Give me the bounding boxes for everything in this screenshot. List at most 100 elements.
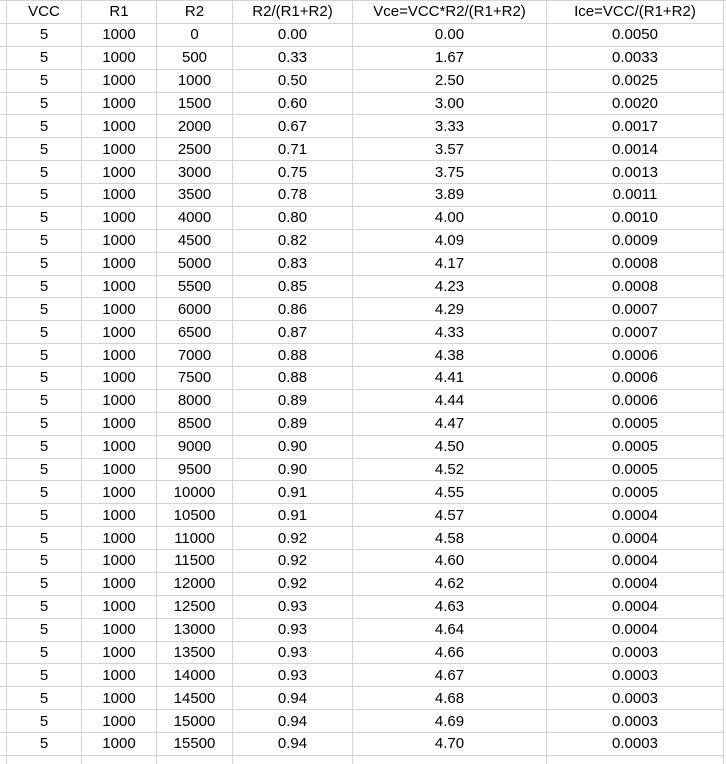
data-cell[interactable]: 0.91 xyxy=(233,481,353,505)
data-cell[interactable]: 5 xyxy=(7,229,82,253)
data-cell[interactable]: 1000 xyxy=(157,69,233,93)
data-cell[interactable]: 1000 xyxy=(82,687,157,711)
partial-cell[interactable] xyxy=(0,206,7,230)
data-cell[interactable]: 5 xyxy=(7,115,82,139)
partial-cell[interactable] xyxy=(0,755,7,764)
data-cell[interactable]: 2000 xyxy=(157,115,233,139)
data-cell[interactable]: 14500 xyxy=(157,687,233,711)
data-cell[interactable]: 5 xyxy=(7,161,82,184)
data-cell[interactable]: 0.86 xyxy=(233,298,353,322)
data-cell[interactable]: 1000 xyxy=(82,298,157,322)
data-cell[interactable]: 1000 xyxy=(82,481,157,505)
partial-cell[interactable] xyxy=(0,275,7,299)
data-cell[interactable]: 4.60 xyxy=(353,550,547,573)
data-cell[interactable]: 5 xyxy=(7,572,82,596)
data-cell[interactable]: 4.55 xyxy=(353,481,547,505)
data-cell[interactable]: 4.47 xyxy=(353,412,547,436)
data-cell[interactable]: 5 xyxy=(7,92,82,116)
data-cell[interactable]: 0.88 xyxy=(233,367,353,390)
partial-cell[interactable] xyxy=(0,138,7,162)
data-cell[interactable]: 5 xyxy=(7,23,82,47)
data-cell[interactable]: 0.94 xyxy=(233,687,353,711)
data-cell[interactable]: 1000 xyxy=(82,458,157,482)
data-cell[interactable]: 1000 xyxy=(82,92,157,116)
data-cell[interactable]: 0.88 xyxy=(233,344,353,367)
data-cell[interactable]: 5 xyxy=(7,298,82,322)
partial-cell[interactable] xyxy=(724,550,726,573)
data-cell[interactable]: 0.0014 xyxy=(547,138,724,162)
data-cell[interactable]: 0.78 xyxy=(233,184,353,207)
data-cell[interactable]: 5 xyxy=(7,710,82,733)
data-cell[interactable]: 1000 xyxy=(82,435,157,459)
data-cell[interactable]: 1000 xyxy=(82,664,157,688)
data-cell[interactable]: 7000 xyxy=(157,344,233,367)
data-cell[interactable]: 0.0003 xyxy=(547,733,724,756)
data-cell[interactable]: 4.38 xyxy=(353,344,547,367)
data-cell[interactable]: 0.0011 xyxy=(547,184,724,207)
data-cell[interactable]: 5 xyxy=(7,367,82,390)
partial-cell[interactable] xyxy=(0,710,7,733)
data-cell[interactable]: 0.0050 xyxy=(547,23,724,47)
data-cell[interactable]: 1000 xyxy=(82,321,157,345)
data-cell[interactable]: 4.29 xyxy=(353,298,547,322)
data-cell[interactable]: 0.0010 xyxy=(547,206,724,230)
data-cell[interactable]: 5 xyxy=(7,458,82,482)
data-cell[interactable]: 0.0003 xyxy=(547,687,724,711)
data-cell[interactable]: 1000 xyxy=(82,710,157,733)
data-cell[interactable]: 1000 xyxy=(82,275,157,299)
header-cell[interactable]: R1 xyxy=(82,1,157,24)
data-cell[interactable]: 5 xyxy=(7,344,82,367)
data-cell[interactable]: 0.00 xyxy=(233,23,353,47)
data-cell[interactable]: 4.23 xyxy=(353,275,547,299)
data-cell[interactable]: 0.0006 xyxy=(547,389,724,413)
data-cell[interactable]: 11500 xyxy=(157,550,233,573)
partial-cell[interactable] xyxy=(0,115,7,139)
partial-cell[interactable] xyxy=(0,733,7,756)
partial-cell[interactable] xyxy=(724,23,726,47)
data-cell[interactable]: 11000 xyxy=(157,527,233,550)
data-cell[interactable]: 0.0004 xyxy=(547,504,724,528)
data-cell[interactable]: 4.67 xyxy=(353,664,547,688)
data-cell[interactable]: 0.91 xyxy=(233,504,353,528)
data-cell[interactable]: 15500 xyxy=(157,733,233,756)
data-cell[interactable]: 0.92 xyxy=(233,527,353,550)
data-cell[interactable]: 5 xyxy=(7,252,82,276)
data-cell[interactable]: 4.70 xyxy=(353,733,547,756)
data-cell[interactable]: 4.44 xyxy=(353,389,547,413)
partial-cell[interactable] xyxy=(724,595,726,619)
data-cell[interactable]: 5 xyxy=(7,321,82,345)
partial-cell[interactable] xyxy=(724,229,726,253)
data-cell[interactable]: 5 xyxy=(7,275,82,299)
data-cell[interactable]: 0.0007 xyxy=(547,298,724,322)
partial-cell[interactable] xyxy=(353,755,547,764)
data-cell[interactable]: 0.0004 xyxy=(547,572,724,596)
partial-cell[interactable] xyxy=(0,504,7,528)
partial-cell[interactable] xyxy=(724,641,726,665)
data-cell[interactable]: 4.52 xyxy=(353,458,547,482)
data-cell[interactable]: 6000 xyxy=(157,298,233,322)
data-cell[interactable]: 10500 xyxy=(157,504,233,528)
data-cell[interactable]: 1000 xyxy=(82,138,157,162)
data-cell[interactable]: 5 xyxy=(7,389,82,413)
data-cell[interactable]: 0.0007 xyxy=(547,321,724,345)
partial-cell[interactable] xyxy=(724,298,726,322)
data-cell[interactable]: 0.0004 xyxy=(547,527,724,550)
partial-cell[interactable] xyxy=(547,755,724,764)
partial-cell[interactable] xyxy=(0,641,7,665)
data-cell[interactable]: 4.58 xyxy=(353,527,547,550)
data-cell[interactable]: 7500 xyxy=(157,367,233,390)
data-cell[interactable]: 13000 xyxy=(157,618,233,642)
data-cell[interactable]: 0.75 xyxy=(233,161,353,184)
data-cell[interactable]: 0.0008 xyxy=(547,275,724,299)
partial-cell[interactable] xyxy=(0,184,7,207)
data-cell[interactable]: 1000 xyxy=(82,412,157,436)
partial-cell[interactable] xyxy=(0,412,7,436)
partial-cell[interactable] xyxy=(0,69,7,93)
data-cell[interactable]: 0.94 xyxy=(233,710,353,733)
data-cell[interactable]: 0.0003 xyxy=(547,710,724,733)
data-cell[interactable]: 1000 xyxy=(82,367,157,390)
data-cell[interactable]: 1000 xyxy=(82,641,157,665)
data-cell[interactable]: 4.33 xyxy=(353,321,547,345)
data-cell[interactable]: 1000 xyxy=(82,23,157,47)
data-cell[interactable]: 0.0033 xyxy=(547,46,724,70)
